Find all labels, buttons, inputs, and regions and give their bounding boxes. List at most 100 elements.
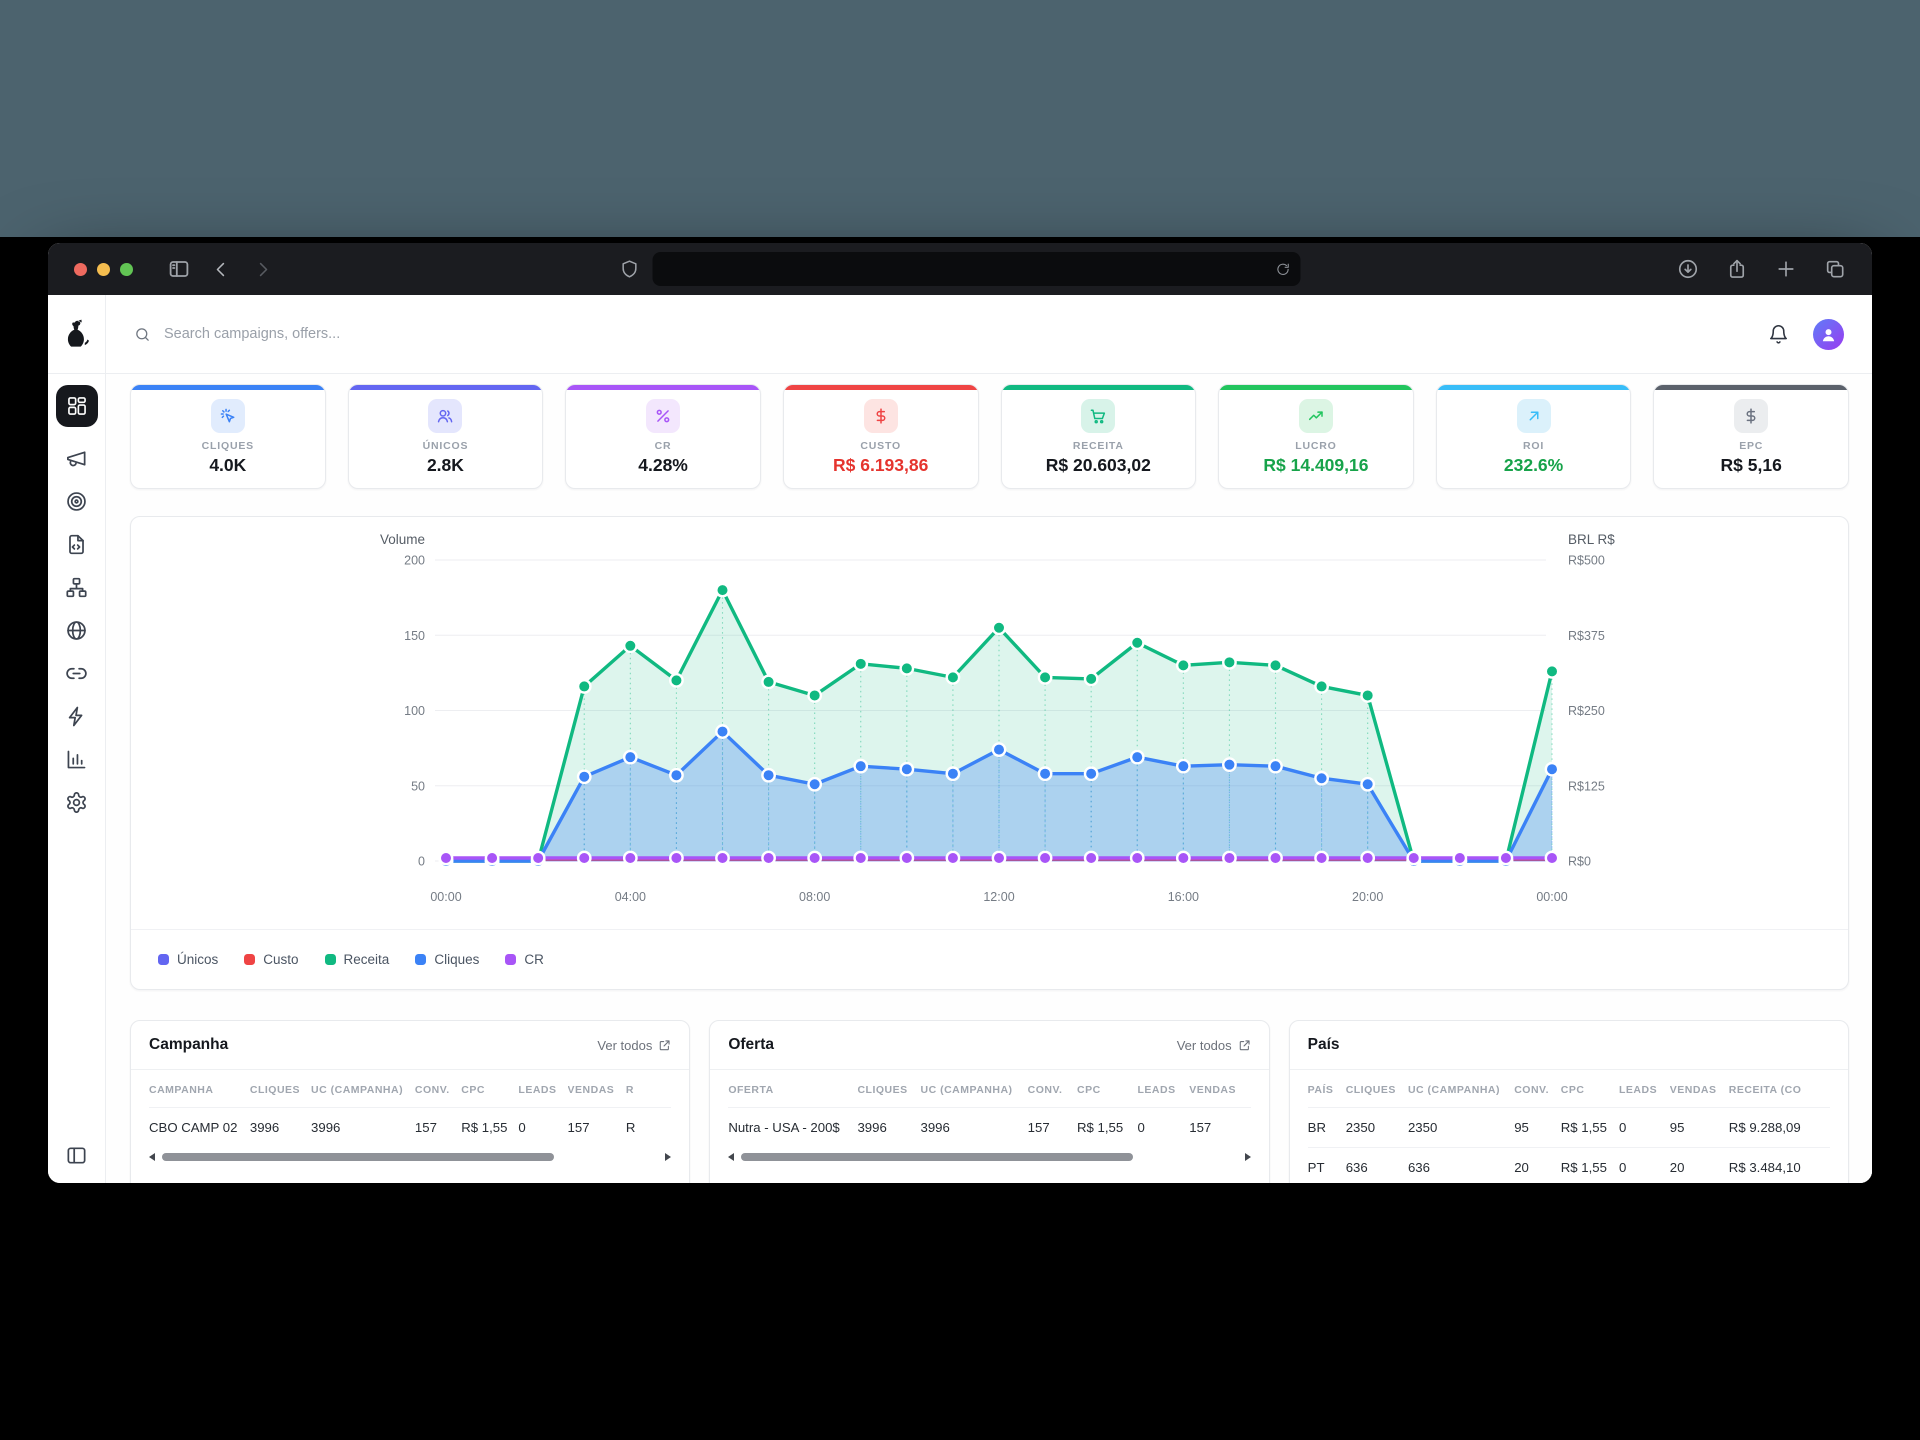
user-avatar[interactable] [1813,318,1844,350]
legend-item-cliques[interactable]: Cliques [415,952,479,967]
scrollbar-track[interactable] [162,1153,658,1161]
sidebar-item-flows[interactable] [65,575,89,599]
megaphone-icon [65,447,88,470]
stat-value: R$ 20.603,02 [1045,455,1151,475]
table-cell: 3996 [857,1107,921,1147]
sidebar-item-links[interactable] [65,661,89,685]
scrollbar-thumb[interactable] [162,1153,555,1161]
search-bar [134,325,1768,343]
legend-label: Únicos [177,952,219,967]
stat-value: R$ 14.409,16 [1263,455,1369,475]
search-icon [134,326,151,343]
traffic-lights [48,262,133,276]
svg-text:16:00: 16:00 [1168,890,1199,904]
link-icon [65,662,88,685]
external-link-icon [1238,1039,1251,1052]
column-header: PAÍS [1307,1084,1334,1096]
table-row[interactable]: Nutra - USA - 200$ 3996 3996 157 R$ 1,55 0 157 [728,1107,1251,1147]
table-cell: 636 [1345,1147,1408,1183]
table-cell: 3996 [920,1107,1028,1147]
table-cell: 636 [1407,1147,1515,1183]
collapse-sidebar-button[interactable] [65,1143,89,1167]
svg-text:20:00: 20:00 [1352,890,1383,904]
sidebar [48,295,106,1183]
cart-icon [1081,399,1116,433]
sidebar-item-reports[interactable] [65,747,89,771]
stat-label: CLIQUES [201,440,254,452]
scroll-right-arrow-icon[interactable] [1244,1153,1251,1161]
browser-titlebar [48,243,1872,295]
legend-item-custo[interactable]: Custo [244,952,299,967]
legend-label: CR [524,952,544,967]
legend-item-cr[interactable]: CR [505,952,544,967]
minimize-window-button[interactable] [97,262,110,276]
svg-text:R$125: R$125 [1568,779,1605,793]
search-input[interactable] [162,325,626,343]
share-icon[interactable] [1726,258,1748,280]
stat-label: CUSTO [860,440,901,452]
scroll-left-arrow-icon[interactable] [149,1153,155,1161]
svg-text:R$250: R$250 [1568,704,1605,718]
svg-text:00:00: 00:00 [1536,890,1567,904]
scrollbar-thumb[interactable] [741,1153,1134,1161]
data-table: PAÍS CLIQUES UC (CAMPANHA) CONV. CPC LEADS VEN… [1307,1070,1830,1183]
tabs-icon[interactable] [1824,258,1846,280]
scroll-left-arrow-icon[interactable] [728,1153,735,1161]
app-logo[interactable] [48,295,105,374]
sidebar-item-dashboard[interactable] [55,385,98,427]
column-header: OFERTA [728,1084,774,1096]
table-row[interactable]: BR 2350 2350 95 R$ 1,55 0 95 R$ 9.288,09 [1307,1107,1830,1148]
traffic-chart-card: 200 R$500 150 R$375 100 R$250 50 R$125 0 R$0 Volum… [130,516,1849,990]
sidebar-item-landing-pages[interactable] [65,532,89,556]
column-header: VENDAS [1669,1084,1717,1096]
table-cell: R$ 1,55 [461,1107,519,1147]
stat-card-custo: CUSTO R$ 6.193,86 [782,384,979,489]
refresh-icon[interactable] [1276,262,1291,277]
back-icon[interactable] [211,259,232,280]
sidebar-item-automation[interactable] [65,704,89,728]
bell-icon[interactable] [1768,324,1789,345]
file-code-icon [65,533,88,556]
address-bar[interactable] [652,252,1301,286]
sidebar-item-campaigns[interactable] [65,446,89,470]
table-cell: R$ 1,55 [1077,1107,1138,1147]
stat-card-roi: ROI 232.6% [1435,384,1632,489]
stat-value: 4.0K [209,455,247,475]
svg-text:150: 150 [404,629,425,643]
ver-todos-link[interactable]: Ver todos [1177,1038,1251,1053]
table-cell: 95 [1514,1107,1561,1148]
column-header: UC (CAMPANHA) [1407,1084,1500,1096]
table-row[interactable]: CBO CAMP 02 3996 3996 157 R$ 1,55 0 157 R [149,1107,672,1147]
stat-label: LUCRO [1295,440,1337,452]
sidebar-item-domains[interactable] [65,618,89,642]
new-tab-icon[interactable] [1775,258,1797,280]
horizontal-scrollbar[interactable] [710,1147,1268,1161]
column-header: CPC [1077,1084,1101,1096]
table-cell: R [625,1107,672,1147]
stat-card-lucro: LUCRO R$ 14.409,16 [1218,384,1414,489]
horizontal-scrollbar[interactable] [131,1147,689,1161]
desktop-background [0,0,1920,237]
ver-todos-link[interactable]: Ver todos [597,1038,671,1053]
scroll-right-arrow-icon[interactable] [665,1153,672,1161]
legend-item-receita[interactable]: Receita [324,952,389,967]
svg-text:R$0: R$0 [1568,855,1591,869]
stat-card-cliques: CLIQUES 4.0K [130,384,326,489]
sidebar-toggle-icon[interactable] [167,257,191,281]
data-table: OFERTA CLIQUES UC (CAMPANHA) CONV. CPC LEADS V… [728,1070,1251,1147]
tables-row: Campanha Ver todos CAMPANHA CLIQUES UC (CAMP… [130,1020,1849,1183]
forward-icon[interactable] [252,259,273,280]
table-card-pais: País PAÍS CLIQUES UC (CAMPANHA) CONV. CPC LEAD… [1288,1020,1849,1183]
table-row[interactable]: PT 636 636 20 R$ 1,55 0 20 R$ 3.484,10 [1307,1147,1830,1183]
sidebar-item-offers[interactable] [65,489,89,513]
download-icon[interactable] [1677,258,1699,280]
scrollbar-track[interactable] [741,1153,1237,1161]
target-icon [65,490,88,513]
close-window-button[interactable] [74,262,87,276]
column-header: UC (CAMPANHA) [311,1084,404,1096]
sidebar-item-settings[interactable] [65,790,89,814]
stat-value: 2.8K [426,455,464,475]
column-header: CAMPANHA [149,1084,214,1096]
legend-item-únicos[interactable]: Únicos [158,952,218,967]
zoom-window-button[interactable] [120,262,133,276]
